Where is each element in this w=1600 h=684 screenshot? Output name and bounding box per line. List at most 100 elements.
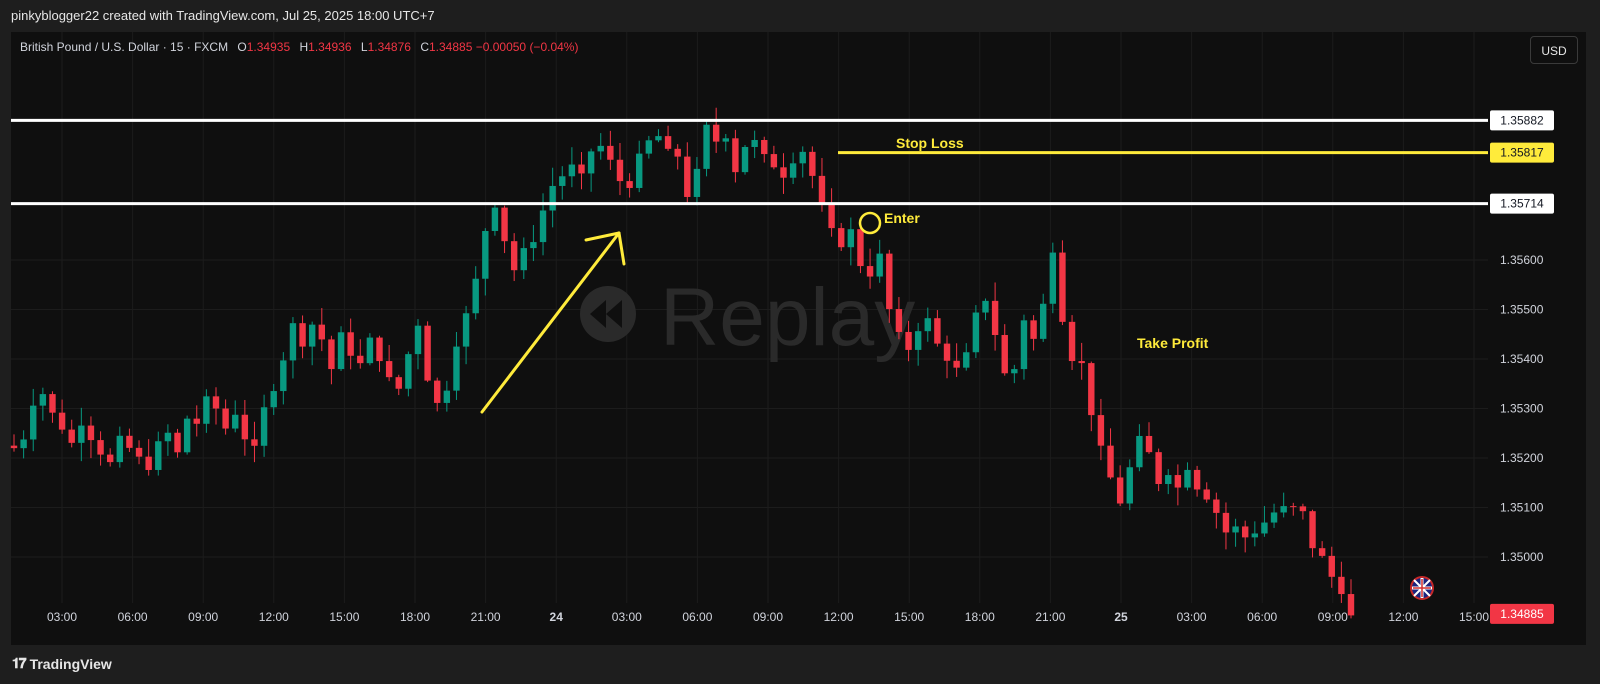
candle[interactable]: [1222, 502, 1230, 550]
candle[interactable]: [106, 448, 114, 467]
candle[interactable]: [405, 351, 412, 397]
candle[interactable]: [1290, 502, 1297, 516]
candle[interactable]: [972, 305, 980, 359]
candle[interactable]: [1184, 462, 1191, 491]
candle[interactable]: [385, 344, 393, 382]
candle[interactable]: [20, 430, 27, 459]
candle[interactable]: [78, 407, 85, 462]
candle[interactable]: [1318, 541, 1326, 558]
candle[interactable]: [1078, 342, 1085, 380]
candle[interactable]: [924, 307, 931, 342]
candle[interactable]: [770, 145, 778, 170]
candle[interactable]: [616, 142, 624, 196]
candle[interactable]: [510, 233, 518, 282]
candle[interactable]: [1136, 424, 1143, 472]
candle[interactable]: [597, 133, 604, 160]
candle[interactable]: [953, 343, 960, 377]
candle[interactable]: [1174, 464, 1182, 506]
candle[interactable]: [251, 421, 258, 463]
candle[interactable]: [1270, 503, 1278, 528]
candle[interactable]: [1193, 465, 1201, 497]
candle[interactable]: [732, 129, 739, 183]
candle[interactable]: [693, 157, 701, 206]
candle[interactable]: [799, 146, 806, 178]
candle[interactable]: [712, 107, 720, 153]
candle[interactable]: [636, 140, 643, 193]
candle[interactable]: [10, 434, 18, 452]
candle[interactable]: [482, 228, 489, 296]
candle[interactable]: [1309, 509, 1316, 558]
candle[interactable]: [587, 148, 595, 192]
candle[interactable]: [1241, 520, 1249, 553]
candle[interactable]: [126, 428, 133, 453]
candle[interactable]: [991, 282, 999, 351]
candle[interactable]: [828, 188, 835, 237]
candle[interactable]: [328, 335, 335, 385]
candle[interactable]: [443, 380, 451, 412]
candle[interactable]: [520, 237, 527, 279]
candle[interactable]: [1011, 364, 1018, 384]
candle[interactable]: [847, 217, 855, 266]
candle[interactable]: [559, 166, 566, 200]
candle[interactable]: [963, 343, 970, 371]
candle[interactable]: [1116, 465, 1124, 507]
candle[interactable]: [145, 439, 152, 476]
candle[interactable]: [886, 249, 893, 323]
candle[interactable]: [530, 225, 537, 262]
candle[interactable]: [1001, 324, 1008, 376]
candle[interactable]: [674, 144, 681, 170]
candle[interactable]: [1107, 428, 1114, 480]
candle[interactable]: [357, 339, 364, 369]
candle[interactable]: [857, 221, 864, 274]
candle[interactable]: [1347, 579, 1355, 619]
candle[interactable]: [1049, 242, 1057, 314]
candle[interactable]: [809, 146, 816, 189]
candle[interactable]: [1299, 503, 1307, 520]
candle[interactable]: [1068, 315, 1076, 371]
candle[interactable]: [607, 130, 614, 170]
candle[interactable]: [578, 152, 585, 190]
candle[interactable]: [270, 383, 277, 415]
candle[interactable]: [664, 125, 672, 151]
candle[interactable]: [703, 120, 710, 177]
candle[interactable]: [135, 440, 143, 465]
candle[interactable]: [914, 322, 922, 366]
candle[interactable]: [49, 391, 56, 423]
candle[interactable]: [780, 153, 787, 194]
candle[interactable]: [337, 326, 345, 371]
candle[interactable]: [260, 394, 268, 457]
candle[interactable]: [866, 248, 874, 289]
candle[interactable]: [212, 387, 220, 425]
candle[interactable]: [934, 310, 941, 347]
candle[interactable]: [1328, 546, 1335, 588]
entry-circle[interactable]: [858, 211, 882, 235]
candle[interactable]: [424, 321, 431, 383]
candle[interactable]: [876, 239, 883, 283]
candle[interactable]: [895, 297, 903, 340]
tradingview-logo[interactable]: 𝟏𝟕 TradingView: [12, 655, 112, 672]
symbol-name[interactable]: British Pound / U.S. Dollar · 15 · FXCM: [20, 40, 229, 54]
candle[interactable]: [1251, 521, 1259, 547]
candle[interactable]: [741, 145, 749, 175]
candle[interactable]: [87, 416, 95, 459]
candle[interactable]: [193, 405, 200, 437]
candle[interactable]: [549, 167, 556, 228]
candle[interactable]: [414, 319, 422, 370]
candle[interactable]: [1232, 518, 1239, 547]
candle[interactable]: [116, 426, 124, 468]
candle[interactable]: [453, 331, 460, 400]
candle[interactable]: [1203, 482, 1210, 503]
currency-button[interactable]: USD: [1530, 36, 1578, 64]
candle[interactable]: [318, 308, 325, 352]
candle[interactable]: [1097, 398, 1105, 461]
candle[interactable]: [164, 424, 172, 456]
candle[interactable]: [1280, 492, 1287, 518]
candle[interactable]: [232, 400, 239, 433]
candle[interactable]: [308, 321, 316, 366]
candle[interactable]: [1213, 492, 1220, 529]
candle[interactable]: [645, 135, 653, 159]
candle[interactable]: [395, 374, 402, 396]
candle[interactable]: [1088, 361, 1095, 432]
candle[interactable]: [97, 431, 104, 466]
